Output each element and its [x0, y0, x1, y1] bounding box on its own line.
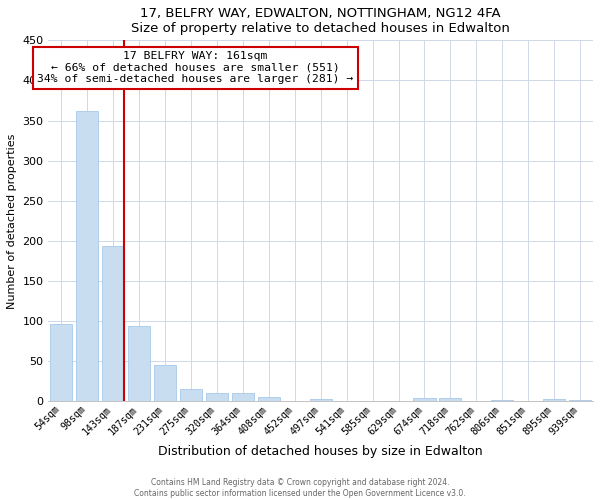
Text: Contains HM Land Registry data © Crown copyright and database right 2024.
Contai: Contains HM Land Registry data © Crown c…: [134, 478, 466, 498]
Bar: [180, 388, 202, 402]
Bar: [491, 400, 514, 402]
Bar: [76, 111, 98, 402]
Bar: [310, 399, 332, 402]
Y-axis label: Number of detached properties: Number of detached properties: [7, 133, 17, 308]
Text: 17 BELFRY WAY: 161sqm
← 66% of detached houses are smaller (551)
34% of semi-det: 17 BELFRY WAY: 161sqm ← 66% of detached …: [37, 51, 353, 84]
Bar: [543, 399, 565, 402]
Bar: [102, 246, 124, 402]
Bar: [50, 324, 73, 402]
Bar: [154, 366, 176, 402]
Bar: [128, 326, 150, 402]
Bar: [569, 400, 591, 402]
Bar: [439, 398, 461, 402]
Title: 17, BELFRY WAY, EDWALTON, NOTTINGHAM, NG12 4FA
Size of property relative to deta: 17, BELFRY WAY, EDWALTON, NOTTINGHAM, NG…: [131, 7, 510, 35]
Bar: [232, 394, 254, 402]
Bar: [258, 398, 280, 402]
Bar: [413, 398, 436, 402]
X-axis label: Distribution of detached houses by size in Edwalton: Distribution of detached houses by size …: [158, 445, 483, 458]
Bar: [206, 392, 228, 402]
